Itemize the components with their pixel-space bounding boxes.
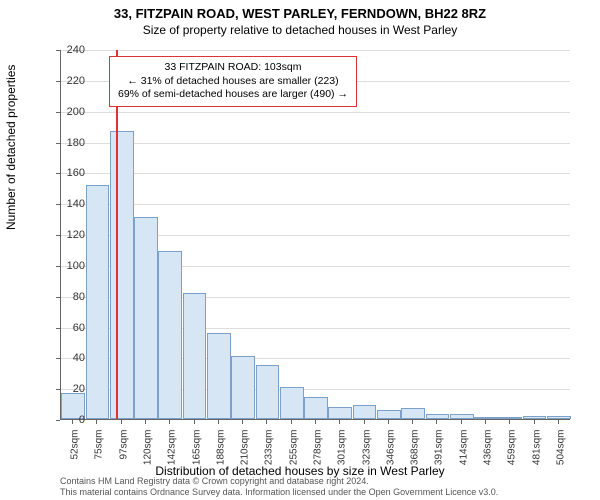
- bar: [401, 408, 425, 419]
- y-tick-label: 240: [45, 44, 85, 56]
- bar: [450, 414, 474, 419]
- x-tick-label: 97sqm: [118, 430, 129, 480]
- x-tick-mark: [388, 420, 389, 424]
- x-tick-mark: [291, 420, 292, 424]
- x-tick-label: 323sqm: [361, 430, 372, 480]
- x-tick-label: 414sqm: [458, 430, 469, 480]
- grid-line: [61, 112, 570, 113]
- title-line-1: 33, FITZPAIN ROAD, WEST PARLEY, FERNDOWN…: [0, 6, 600, 21]
- x-tick-mark: [558, 420, 559, 424]
- y-tick-label: 180: [45, 137, 85, 149]
- callout-line-1: 33 FITZPAIN ROAD: 103sqm: [118, 61, 348, 75]
- x-tick-mark: [121, 420, 122, 424]
- y-tick-label: 20: [45, 383, 85, 395]
- y-tick-label: 140: [45, 198, 85, 210]
- x-tick-label: 346sqm: [385, 430, 396, 480]
- x-tick-mark: [485, 420, 486, 424]
- bar: [158, 251, 182, 419]
- x-tick-mark: [509, 420, 510, 424]
- x-tick-mark: [145, 420, 146, 424]
- x-tick-label: 210sqm: [240, 430, 251, 480]
- y-tick-label: 160: [45, 167, 85, 179]
- bar: [183, 293, 207, 419]
- bar: [474, 417, 498, 419]
- bar: [256, 365, 280, 419]
- bar: [134, 217, 158, 419]
- title-block: 33, FITZPAIN ROAD, WEST PARLEY, FERNDOWN…: [0, 0, 600, 37]
- x-tick-label: 368sqm: [410, 430, 421, 480]
- x-tick-mark: [242, 420, 243, 424]
- bar: [231, 356, 255, 419]
- plot-area: 33 FITZPAIN ROAD: 103sqm ← 31% of detach…: [60, 50, 570, 420]
- x-tick-label: 233sqm: [264, 430, 275, 480]
- chart-container: 33, FITZPAIN ROAD, WEST PARLEY, FERNDOWN…: [0, 0, 600, 500]
- y-tick-label: 200: [45, 106, 85, 118]
- y-tick-label: 120: [45, 229, 85, 241]
- bar: [523, 416, 547, 419]
- bar: [207, 333, 231, 419]
- bar: [498, 417, 522, 419]
- x-tick-label: 188sqm: [215, 430, 226, 480]
- y-tick-label: 60: [45, 322, 85, 334]
- x-tick-label: 459sqm: [507, 430, 518, 480]
- x-tick-label: 391sqm: [434, 430, 445, 480]
- callout-box: 33 FITZPAIN ROAD: 103sqm ← 31% of detach…: [109, 56, 357, 107]
- bar: [280, 387, 304, 419]
- x-tick-label: 142sqm: [167, 430, 178, 480]
- x-tick-mark: [315, 420, 316, 424]
- x-tick-label: 52sqm: [70, 430, 81, 480]
- footer-line-2: This material contains Ordnance Survey d…: [60, 487, 498, 498]
- x-tick-mark: [96, 420, 97, 424]
- y-tick-label: 80: [45, 291, 85, 303]
- y-tick-label: 0: [45, 414, 85, 426]
- bar: [86, 185, 110, 419]
- bar: [377, 410, 401, 419]
- bar: [353, 405, 377, 419]
- x-tick-mark: [436, 420, 437, 424]
- x-tick-mark: [194, 420, 195, 424]
- x-tick-label: 75sqm: [94, 430, 105, 480]
- title-line-2: Size of property relative to detached ho…: [0, 23, 600, 37]
- footer: Contains HM Land Registry data © Crown c…: [60, 476, 498, 498]
- x-tick-mark: [412, 420, 413, 424]
- x-tick-mark: [339, 420, 340, 424]
- bar: [110, 131, 134, 419]
- x-tick-mark: [218, 420, 219, 424]
- x-tick-mark: [461, 420, 462, 424]
- bar: [426, 414, 450, 419]
- bar: [304, 397, 328, 419]
- y-tick-label: 40: [45, 352, 85, 364]
- y-tick-label: 100: [45, 260, 85, 272]
- grid-line: [61, 50, 570, 51]
- x-tick-label: 504sqm: [555, 430, 566, 480]
- x-tick-mark: [266, 420, 267, 424]
- grid-line: [61, 173, 570, 174]
- x-tick-label: 120sqm: [143, 430, 154, 480]
- x-tick-label: 278sqm: [313, 430, 324, 480]
- callout-line-3: 69% of semi-detached houses are larger (…: [118, 88, 348, 102]
- x-tick-label: 301sqm: [337, 430, 348, 480]
- x-tick-mark: [534, 420, 535, 424]
- bar: [328, 407, 352, 419]
- callout-line-2: ← 31% of detached houses are smaller (22…: [118, 75, 348, 89]
- grid-line: [61, 204, 570, 205]
- y-axis-label: Number of detached properties: [4, 65, 18, 230]
- x-tick-mark: [169, 420, 170, 424]
- grid-line: [61, 143, 570, 144]
- x-tick-label: 481sqm: [531, 430, 542, 480]
- x-tick-label: 436sqm: [483, 430, 494, 480]
- x-tick-mark: [364, 420, 365, 424]
- x-tick-label: 255sqm: [288, 430, 299, 480]
- y-tick-label: 220: [45, 75, 85, 87]
- x-tick-mark: [72, 420, 73, 424]
- bar: [547, 416, 571, 419]
- x-tick-label: 165sqm: [191, 430, 202, 480]
